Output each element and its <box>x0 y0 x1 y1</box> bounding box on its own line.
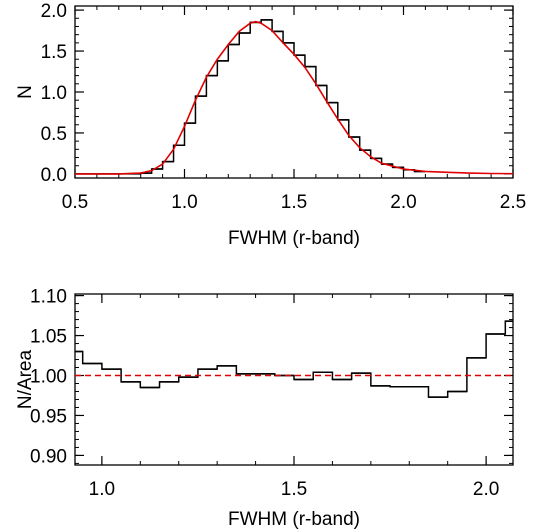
bottom-y-ticks: 0.90 0.95 1.00 1.05 1.10 <box>30 287 513 467</box>
top-x-ticks: 0.5 1.0 1.5 2.0 2.5 <box>62 6 526 213</box>
top-plot-frame <box>74 5 514 179</box>
x-tick-label: 2.5 <box>500 192 526 213</box>
model-curve <box>75 20 514 175</box>
y-tick-label: 0.90 <box>30 446 67 467</box>
x-tick-label: 1.5 <box>281 192 307 213</box>
top-y-ticks: 0.0 0.5 1.0 1.5 2.0 <box>41 1 513 186</box>
x-tick-label: 0.5 <box>62 192 88 213</box>
y-tick-label: 1.10 <box>30 287 67 308</box>
histogram-step-line <box>75 19 426 175</box>
y-tick-label: 1.00 <box>30 367 67 388</box>
x-tick-label: 1.0 <box>89 479 115 500</box>
y-tick-label: 0.95 <box>30 406 67 427</box>
y-tick-label: 0.0 <box>41 165 67 186</box>
x-tick-label: 2.0 <box>473 479 499 500</box>
bottom-y-axis-label: N/Area <box>15 350 36 410</box>
bottom-x-ticks: 1.0 1.5 2.0 <box>89 294 499 500</box>
top-panel: 0.0 0.5 1.0 1.5 2.0 0.5 1.0 1.5 2.0 2.5 FWHM (r-… <box>15 1 526 249</box>
y-tick-label: 1.5 <box>41 42 67 63</box>
y-tick-label: 1.05 <box>30 327 67 348</box>
y-tick-label: 0.5 <box>41 124 67 145</box>
x-tick-label: 1.0 <box>171 192 197 213</box>
top-x-axis-label: FWHM (r-band) <box>228 228 360 249</box>
histogram-step-line <box>75 320 513 398</box>
x-tick-label: 2.0 <box>390 192 416 213</box>
y-tick-label: 2.0 <box>41 1 67 22</box>
bottom-x-axis-label: FWHM (r-band) <box>228 509 360 530</box>
y-tick-label: 1.0 <box>41 83 67 104</box>
top-y-axis-label: N <box>15 85 36 99</box>
top-series <box>75 19 514 175</box>
bottom-panel: 0.90 0.95 1.00 1.05 1.10 1.0 1.5 2.0 FWHM (r-b… <box>15 287 514 530</box>
x-tick-label: 1.5 <box>281 479 307 500</box>
bottom-series <box>75 320 513 398</box>
